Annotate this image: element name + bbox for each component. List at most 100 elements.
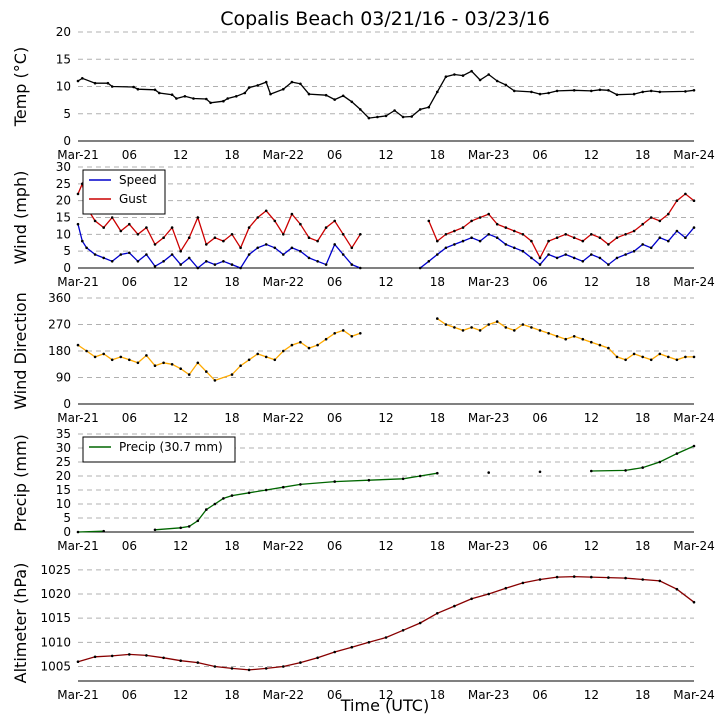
wind-data-point xyxy=(521,249,525,253)
wind-data-point xyxy=(162,236,165,239)
alt-x-tick-label: 12 xyxy=(584,688,599,702)
wind-x-tick-label: 12 xyxy=(173,275,188,289)
dir-data-point xyxy=(572,335,576,338)
alt-data-point xyxy=(179,659,182,662)
wind-data-point xyxy=(145,253,148,256)
temp-data-point xyxy=(299,82,302,86)
temp-data-point xyxy=(269,92,272,96)
wind-data-point xyxy=(530,239,533,243)
dir-x-tick-label: 06 xyxy=(122,411,137,425)
alt-data-point xyxy=(436,612,439,615)
dir-data-point xyxy=(196,361,200,365)
dir-data-point xyxy=(504,326,508,329)
temp-data-point xyxy=(410,115,414,118)
wind-data-point xyxy=(350,246,354,250)
precip-x-tick-label: 06 xyxy=(122,539,137,553)
wind-data-point xyxy=(649,246,653,250)
dir-data-point xyxy=(128,358,131,362)
wind-data-point xyxy=(624,253,627,256)
dir-data-point xyxy=(461,329,465,332)
temp-y-tick-label: 20 xyxy=(56,25,71,39)
dir-data-point xyxy=(324,337,328,341)
dir-data-point xyxy=(299,340,302,344)
alt-panel: 1005 1010 1015 1020 1025 Mar-21 06 12 18 Mar-22 06… xyxy=(11,563,715,702)
wind-x-tick-label: Mar-21 xyxy=(57,275,98,289)
dir-data-point xyxy=(436,317,439,320)
temp-data-point xyxy=(183,95,187,98)
dir-data-point xyxy=(256,352,260,356)
precip-x-tick-label: 18 xyxy=(430,539,445,553)
wind-data-point xyxy=(641,222,644,226)
alt-data-point xyxy=(110,654,114,658)
wind-data-point xyxy=(230,233,234,236)
temp-data-point xyxy=(350,100,354,104)
dir-data-point xyxy=(282,349,285,353)
temp-data-point xyxy=(282,87,285,91)
temp-data-point xyxy=(692,89,696,92)
wind-x-tick-label: 06 xyxy=(327,275,342,289)
temp-data-point xyxy=(436,90,439,94)
temp-data-point xyxy=(256,84,260,87)
wind-data-point xyxy=(632,229,636,233)
dir-data-point xyxy=(93,355,97,359)
precip-data-point xyxy=(658,460,662,464)
temp-data-point xyxy=(632,92,636,96)
wind-data-point xyxy=(478,216,482,219)
alt-y-tick-label: 1025 xyxy=(40,563,71,577)
temp-data-point xyxy=(235,95,238,98)
precip-series-line xyxy=(77,530,104,533)
precip-data-point xyxy=(247,491,251,495)
alt-data-point xyxy=(572,575,576,578)
temp-data-point xyxy=(530,90,533,94)
temp-y-tick-label: 0 xyxy=(63,134,71,148)
wind-data-point xyxy=(222,239,225,243)
wind-data-point xyxy=(513,246,516,250)
temp-data-point xyxy=(418,108,422,111)
alt-x-tick-label: Mar-23 xyxy=(468,688,509,702)
dir-data-point xyxy=(478,329,482,332)
wind-data-point xyxy=(76,222,80,226)
wind-data-point xyxy=(119,229,123,233)
alt-data-point xyxy=(316,656,319,660)
temp-y-tick-label: 15 xyxy=(56,52,71,66)
wind-data-point xyxy=(102,256,105,260)
wind-data-point xyxy=(264,243,268,246)
wind-data-point xyxy=(110,216,114,219)
wind-data-point xyxy=(110,260,114,263)
dir-x-tick-label: 12 xyxy=(378,411,393,425)
precip-data-point xyxy=(590,469,593,473)
precip-data-point xyxy=(282,485,285,489)
temp-x-tick-label: 06 xyxy=(532,148,547,162)
temp-x-tick-label: 18 xyxy=(635,148,650,162)
wind-data-point xyxy=(444,233,448,236)
wind-data-point xyxy=(179,263,182,266)
wind-data-point xyxy=(324,263,328,266)
alt-x-tick-label: 06 xyxy=(532,688,547,702)
wind-data-point xyxy=(538,263,542,266)
wind-data-point xyxy=(607,263,610,266)
wind-data-point xyxy=(581,260,585,263)
wind-data-point xyxy=(196,266,200,270)
alt-data-point xyxy=(521,581,525,585)
wind-data-point xyxy=(153,243,157,246)
temp-data-point xyxy=(93,81,97,85)
wind-x-tick-label: 06 xyxy=(532,275,547,289)
wind-data-point xyxy=(555,256,559,260)
alt-data-point xyxy=(230,667,234,670)
temp-data-point xyxy=(427,105,431,109)
precip-data-point xyxy=(367,478,371,482)
chart-title: Copalis Beach 03/21/16 - 03/23/16 xyxy=(220,8,550,30)
precip-x-tick-label: 12 xyxy=(173,539,188,553)
dir-y-axis-label: Wind Direction xyxy=(11,292,30,410)
wind-legend-label: Gust xyxy=(119,192,147,206)
precip-y-tick-label: 30 xyxy=(56,441,71,455)
wind-data-point xyxy=(632,249,636,253)
wind-data-point xyxy=(187,256,191,260)
wind-data-point xyxy=(675,199,679,202)
temp-x-tick-label: 12 xyxy=(378,148,393,162)
dir-data-point xyxy=(136,361,140,365)
precip-y-tick-label: 20 xyxy=(56,469,71,483)
wind-series-line xyxy=(419,227,695,269)
precip-data-point xyxy=(230,494,234,497)
wind-data-point xyxy=(136,260,140,263)
